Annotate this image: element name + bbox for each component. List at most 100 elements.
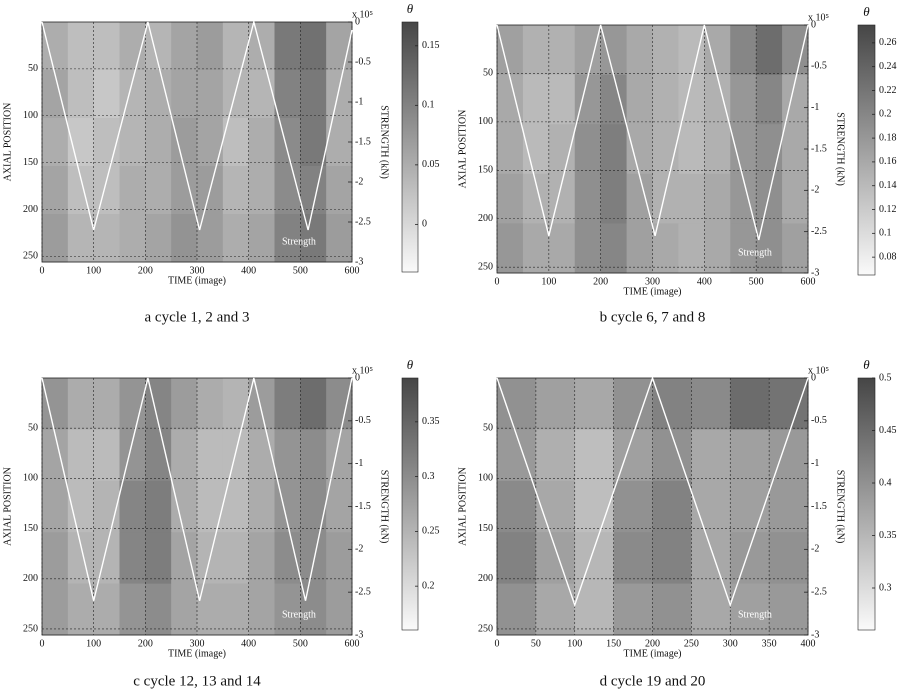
heat-cell [652, 480, 692, 533]
y-tick-label: 100 [478, 116, 493, 127]
colorbar-label: θ [407, 1, 414, 16]
heat-cell [730, 25, 757, 76]
heat-cell [300, 118, 327, 167]
heat-cell [300, 214, 327, 263]
heat-cell [248, 429, 275, 482]
x-axis-label: TIME (image) [623, 648, 681, 659]
colorbar-tick-label: 0.25 [422, 526, 440, 537]
y-tick-label: 200 [23, 204, 38, 215]
heat-cell [274, 22, 301, 71]
colorbar-tick-label: 0.22 [879, 85, 897, 96]
heat-cell [93, 22, 120, 71]
x-tick-label: 100 [86, 638, 101, 649]
heat-cell [535, 532, 576, 585]
heat-cell [704, 74, 731, 125]
x-tick-label: 200 [593, 276, 608, 287]
heat-cell [197, 22, 224, 71]
heat-cell [652, 378, 692, 430]
heat-cell [222, 214, 250, 263]
heat-cell [548, 25, 576, 76]
x-tick-label: 100 [86, 265, 101, 276]
heat-cell [67, 583, 95, 636]
heat-cell [171, 118, 198, 167]
multiplier: x 10⁵ [352, 365, 373, 376]
plot-frame [41, 377, 353, 636]
y2-tick-label: -1 [811, 102, 819, 113]
x-tick-label: 400 [241, 638, 256, 649]
heat-cell [300, 70, 327, 119]
colorbar-label: θ [863, 357, 870, 372]
heat-cell [197, 214, 224, 263]
heat-cell [326, 532, 353, 585]
x-tick-label: 300 [190, 265, 205, 276]
heat-cell [67, 22, 95, 71]
heat-cell [67, 429, 95, 482]
series-label: Strength [738, 247, 772, 258]
heat-cell [326, 583, 353, 636]
y2-tick-label: -3 [355, 629, 363, 640]
heat-cell [626, 25, 653, 76]
y2-tick-label: -1.5 [355, 501, 371, 512]
heat-cell [67, 166, 95, 215]
heat-cell [652, 223, 679, 274]
heat-cell [326, 378, 353, 430]
heat-cell [248, 532, 275, 585]
y-tick-label: 150 [23, 157, 38, 168]
heat-cell [42, 480, 69, 533]
y2-tick-label: 0 [355, 16, 360, 27]
heat-cell [691, 429, 731, 482]
heat-cell [756, 74, 783, 125]
heat-cell [535, 480, 576, 533]
colorbar-tick-label: 0.2 [422, 580, 435, 591]
colorbar-tick-label: 0.24 [879, 61, 897, 72]
heat-cell [119, 70, 146, 119]
series-label: Strength [282, 609, 316, 620]
y2-axis-label: STRENGTH (kN) [835, 470, 846, 544]
x-tick-label: 600 [801, 276, 816, 287]
caption: c cycle 12, 13 and 14 [133, 673, 261, 689]
heat-cell [522, 25, 550, 76]
heat-cell [613, 532, 653, 585]
heat-cell [574, 480, 615, 533]
heat-cell [600, 25, 628, 76]
x-tick-label: 350 [762, 638, 777, 649]
heat-cell [119, 480, 146, 533]
heat-cell [730, 480, 770, 533]
y2-tick-label: -1.5 [811, 501, 827, 512]
heat-cell [171, 480, 198, 533]
heat-cell [548, 223, 576, 274]
heat-cell [326, 166, 353, 215]
x-tick-label: 0 [495, 638, 500, 649]
y2-tick-label: -2 [811, 544, 819, 555]
heat-cell [535, 583, 576, 636]
heat-cell [93, 118, 120, 167]
heat-cell [652, 532, 692, 585]
multiplier: x 10⁵ [808, 12, 829, 23]
heat-cell [652, 124, 679, 175]
y-tick-label: 250 [478, 261, 493, 272]
x-tick-label: 600 [345, 265, 360, 276]
heat-cell [42, 166, 69, 215]
x-tick-label: 0 [40, 638, 45, 649]
heat-cell [652, 173, 679, 224]
heat-cell [119, 118, 146, 167]
heat-cell [626, 223, 653, 274]
heat-cell [600, 223, 628, 274]
heat-cell [93, 480, 120, 533]
heat-cell [652, 25, 679, 76]
x-tick-label: 400 [241, 265, 256, 276]
heat-cell [197, 118, 224, 167]
heat-cell [145, 429, 172, 482]
x-tick-label: 200 [138, 265, 153, 276]
heat-cell [93, 70, 120, 119]
strength-line [496, 375, 809, 608]
y2-tick-label: 0 [355, 372, 360, 383]
colorbar-tick-label: 0.5 [879, 372, 892, 383]
heat-cell [522, 74, 550, 125]
heat-cell [222, 429, 250, 482]
heat-cell [248, 214, 275, 263]
heat-cell [600, 173, 628, 224]
heat-cell [248, 480, 275, 533]
heat-cell [574, 223, 602, 274]
colorbar [857, 24, 876, 276]
